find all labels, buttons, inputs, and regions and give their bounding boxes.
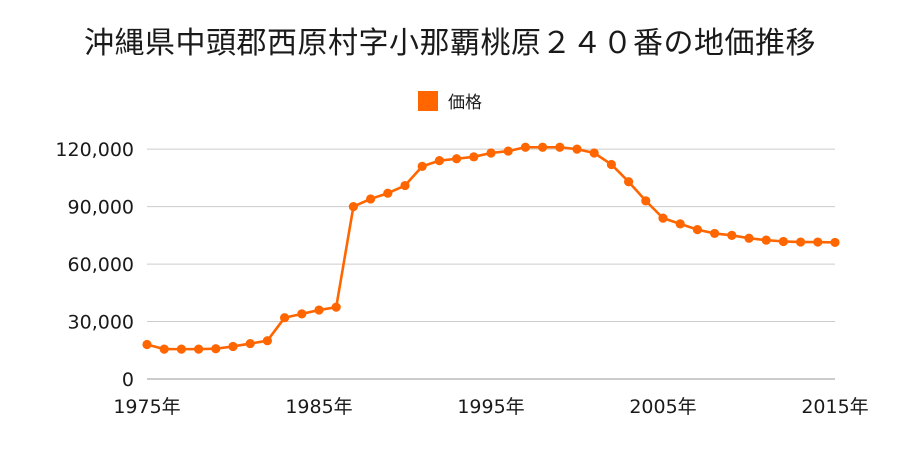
data-point [280,313,290,323]
data-point [830,237,840,248]
data-point [503,146,513,156]
data-point [692,225,703,235]
data-point [675,219,685,229]
x-tick-label: 2015年 [801,396,868,418]
data-point [262,336,272,346]
data-point [383,188,393,198]
data-point [658,213,668,223]
data-point [366,194,376,204]
data-point [400,180,410,191]
data-point [744,233,754,243]
data-point [176,344,186,354]
data-point [211,344,221,354]
data-point [142,339,152,350]
data-point [555,142,565,152]
data-point [434,156,444,166]
x-tick-label: 2005年 [629,396,696,418]
data-point [589,148,599,158]
x-tick-label: 1985年 [285,396,352,418]
series-line [146,145,836,351]
data-point [572,144,582,154]
data-point [245,338,255,349]
data-point [710,228,720,239]
data-point [486,148,496,158]
y-tick-label: 60,000 [68,254,134,276]
data-point [469,152,479,162]
chart-title: 沖縄県中頭郡西原村字小那覇桃原２４０番の地価推移 [84,26,816,61]
data-point [194,344,204,354]
data-point [761,235,771,245]
data-point [348,202,358,212]
legend: 価格 [0,88,900,113]
data-point [778,236,789,247]
x-tick-label: 1995年 [457,396,524,418]
data-point [538,142,548,152]
data-point [796,237,806,247]
data-point [452,154,462,164]
data-point [228,341,238,352]
data-point [417,161,427,171]
data-point [314,305,324,315]
data-point [727,230,737,240]
data-point [606,159,617,170]
data-point [520,142,531,152]
data-point [813,237,823,247]
y-tick-label: 30,000 [68,312,134,334]
y-tick-label: 90,000 [68,197,134,219]
data-point [624,177,634,187]
data-point [159,344,169,354]
legend-swatch [418,90,438,111]
x-tick-label: 1975年 [113,396,180,418]
data-point [641,196,651,206]
data-point [331,302,341,312]
data-point [297,309,307,319]
legend-label: 価格 [448,93,482,113]
y-tick-label: 0 [122,369,134,391]
y-tick-label: 120,000 [55,139,134,161]
